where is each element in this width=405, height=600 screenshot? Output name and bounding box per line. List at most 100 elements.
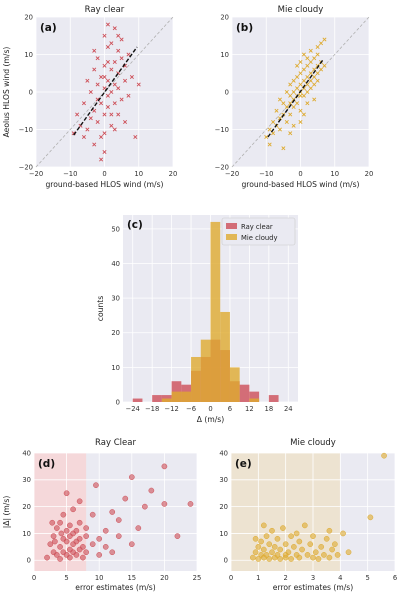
data-point	[298, 93, 303, 98]
data-point-stroke	[322, 63, 327, 68]
data-point-stroke	[109, 89, 114, 95]
data-point	[322, 37, 327, 42]
data-point-stroke	[81, 101, 86, 106]
y-tick-label: −10	[19, 126, 33, 134]
y-axis-label: Aeolus HLOS wind (m/s)	[2, 47, 11, 138]
data-point	[67, 554, 73, 561]
data-point	[305, 74, 310, 80]
data-point	[133, 134, 138, 140]
data-point-stroke	[92, 67, 97, 72]
data-point-stroke	[315, 71, 320, 76]
data-point	[322, 63, 327, 68]
data-point	[44, 554, 50, 561]
y-tick-label: 10	[219, 530, 228, 538]
data-point-stroke	[295, 86, 300, 91]
data-point	[119, 37, 124, 42]
x-axis-label: error estimates (m/s)	[273, 583, 353, 592]
data-point-stroke	[312, 82, 317, 87]
histogram-bar	[239, 384, 250, 402]
data-point-stroke	[312, 56, 317, 61]
data-point	[96, 552, 103, 558]
x-tick-label: 6	[393, 574, 397, 582]
data-point	[76, 535, 83, 542]
data-point-stroke	[305, 101, 310, 106]
data-point	[291, 544, 297, 550]
data-point-stroke	[105, 44, 110, 50]
data-point-stroke	[315, 52, 320, 57]
data-point	[161, 463, 168, 470]
data-point-stroke	[112, 59, 117, 65]
data-point	[123, 119, 128, 125]
data-point-stroke	[288, 101, 293, 106]
data-point	[345, 549, 352, 556]
data-point-stroke	[267, 127, 272, 132]
legend-swatch	[226, 223, 237, 229]
data-point	[267, 142, 272, 147]
data-point-stroke	[315, 63, 320, 68]
data-point	[252, 549, 259, 556]
data-point-stroke	[112, 26, 117, 31]
data-point-stroke	[298, 71, 303, 76]
y-tick-label: 10	[111, 364, 120, 372]
x-axis-label: error estimates (m/s)	[75, 583, 155, 592]
data-point	[323, 535, 330, 542]
data-point	[319, 67, 324, 72]
data-point	[105, 93, 110, 98]
data-point	[315, 52, 320, 57]
data-point-stroke	[319, 41, 324, 46]
data-point-stroke	[102, 63, 107, 68]
data-point-stroke	[123, 119, 128, 125]
data-point-stroke	[301, 67, 306, 72]
data-point-stroke	[133, 134, 138, 140]
y-tick-label: 20	[22, 503, 31, 511]
legend-swatch	[226, 234, 237, 240]
data-point-stroke	[92, 48, 97, 53]
histogram-bar	[210, 221, 221, 402]
histogram-bar	[249, 391, 260, 402]
data-point	[99, 134, 104, 140]
data-point-stroke	[315, 44, 320, 50]
data-point	[85, 78, 90, 83]
data-point	[308, 86, 313, 91]
data-point-stroke	[85, 127, 90, 132]
data-point	[308, 78, 313, 83]
data-point	[305, 89, 310, 95]
data-point	[80, 544, 86, 550]
y-tick-label: 10	[22, 530, 31, 538]
data-point	[99, 74, 104, 80]
data-point-stroke	[301, 86, 306, 91]
data-point-stroke	[112, 127, 117, 132]
histogram-bar	[229, 367, 240, 402]
data-point	[174, 533, 181, 539]
data-point	[83, 533, 90, 539]
x-tick-label: 0	[102, 170, 106, 178]
data-point	[274, 108, 279, 113]
data-point-stroke	[298, 119, 303, 125]
data-point-stroke	[129, 74, 134, 80]
data-point-stroke	[105, 93, 110, 98]
data-point	[47, 541, 54, 548]
data-point-stroke	[88, 89, 93, 95]
data-point-stroke	[308, 86, 313, 91]
data-point	[291, 78, 296, 83]
data-point	[295, 101, 300, 106]
data-point	[141, 503, 148, 510]
data-point	[88, 116, 93, 121]
data-point	[298, 108, 303, 113]
histogram-bar	[249, 398, 260, 402]
data-point	[288, 112, 293, 117]
data-point	[89, 511, 96, 518]
data-point-stroke	[102, 33, 107, 38]
data-point-stroke	[102, 149, 107, 155]
data-point	[63, 527, 70, 534]
y-axis-label: counts	[96, 296, 105, 321]
data-point	[129, 74, 134, 80]
data-point	[252, 535, 259, 542]
data-point	[136, 82, 141, 87]
data-point	[102, 527, 109, 534]
data-point	[305, 82, 310, 87]
data-point	[92, 142, 97, 147]
data-point	[135, 525, 142, 531]
data-point	[112, 101, 117, 106]
data-point	[298, 82, 303, 87]
